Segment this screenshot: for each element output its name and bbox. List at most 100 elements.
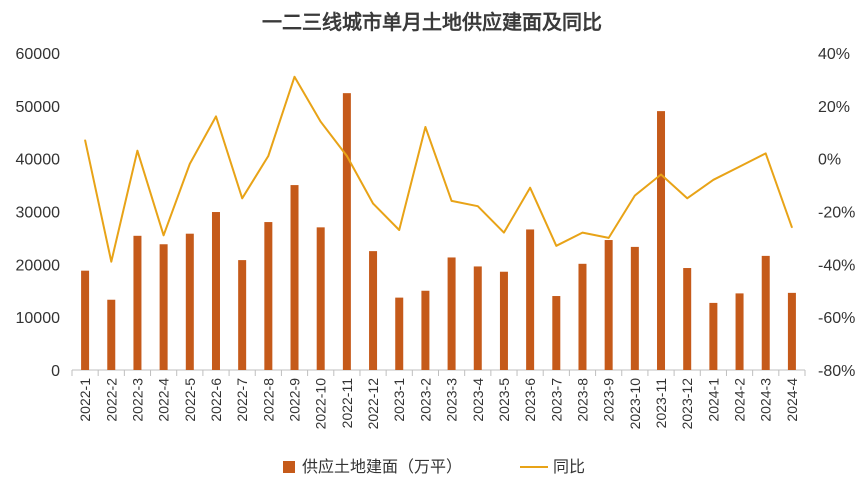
bar [290, 185, 299, 370]
line-point [241, 197, 243, 200]
bar [159, 244, 168, 370]
axes: 0 10000 20000 30000 40000 50000 60000 -80% -60% -… [16, 46, 856, 429]
x-tick-label: 2023-2 [417, 378, 433, 422]
y-left-tick-label: 50000 [16, 99, 61, 116]
y-right-tick-label: -40% [818, 257, 855, 274]
bar [107, 299, 116, 370]
y-left-tick-label: 60000 [16, 46, 61, 63]
x-tick-label: 2022-7 [234, 378, 250, 422]
bar [787, 292, 796, 370]
x-tick-label: 2023-6 [522, 378, 538, 422]
bar [342, 93, 351, 371]
y-right-tick-label: 20% [818, 99, 850, 116]
x-tick-label: 2024-1 [705, 378, 721, 422]
x-tick-label: 2024-2 [732, 378, 748, 422]
x-tick-label: 2022-6 [208, 378, 224, 422]
x-tick-label: 2022-4 [156, 378, 172, 422]
x-tick-label: 2022-8 [260, 378, 276, 422]
x-tick-label: 2023-4 [470, 378, 486, 422]
x-tick-label: 2022-1 [77, 378, 93, 422]
line-point [476, 205, 479, 208]
x-tick-label: 2024-3 [758, 378, 774, 422]
line-point [424, 126, 427, 128]
line-point [162, 234, 165, 237]
bar [473, 266, 482, 370]
line-point [555, 245, 558, 247]
x-tick-label: 2022-12 [365, 378, 381, 430]
x-tick-label: 2022-10 [313, 378, 329, 430]
y-left-tick-label: 20000 [16, 257, 61, 274]
chart-title: 一二三线城市单月土地供应建面及同比 [262, 10, 602, 34]
legend-bar-swatch [283, 461, 295, 473]
bar [133, 235, 142, 370]
bar [735, 293, 744, 370]
bar [578, 263, 587, 370]
y-left-tick-label: 40000 [16, 152, 61, 169]
x-tick-label: 2023-11 [653, 378, 669, 429]
line-point [712, 179, 715, 181]
y-right-tick-label: 40% [818, 46, 850, 63]
x-tick-label: 2023-7 [548, 378, 564, 422]
bar [657, 111, 666, 370]
line-point [791, 226, 793, 229]
line-point [319, 120, 322, 123]
line-point [738, 165, 741, 168]
y-left-tick-label: 30000 [16, 205, 61, 222]
x-tick-label: 2023-10 [627, 378, 643, 430]
bar [761, 255, 770, 370]
bar-series [81, 93, 796, 371]
bar [211, 212, 220, 370]
legend-line-label: 同比 [553, 457, 585, 476]
x-tick-label: 2023-1 [391, 378, 407, 422]
bar [264, 222, 273, 370]
line-point [529, 186, 531, 189]
bar [369, 251, 378, 370]
bar [395, 297, 404, 370]
line-point [503, 231, 505, 234]
y-left-tick-label: 10000 [16, 310, 61, 327]
y-left-tick-label: 0 [51, 363, 60, 380]
bar [447, 257, 456, 370]
bar [421, 290, 430, 370]
line-point [398, 229, 401, 231]
x-tick-label: 2022-2 [103, 378, 119, 422]
line-point [764, 152, 767, 155]
y-right-tick-label: -80% [818, 363, 855, 380]
x-tick-label: 2023-8 [574, 378, 590, 422]
line-point [607, 237, 610, 239]
line-point [581, 231, 584, 234]
x-tick-label: 2023-3 [444, 378, 460, 422]
line-point [686, 197, 688, 200]
y-right-tick-label: -60% [818, 310, 855, 327]
x-tick-label: 2023-12 [679, 378, 695, 430]
bar [526, 229, 535, 370]
bar [604, 240, 613, 370]
line-point [110, 260, 113, 263]
y-right-tick-label: -20% [818, 205, 855, 222]
line-point [634, 194, 636, 197]
bar [709, 302, 718, 370]
bar [552, 296, 561, 370]
bar [683, 268, 692, 370]
line-point [293, 75, 296, 78]
line-point [136, 149, 139, 152]
bar [81, 270, 90, 370]
line-point [267, 155, 270, 157]
legend: 供应土地建面（万平） 同比 [283, 457, 585, 476]
line-point [84, 139, 86, 141]
bar [238, 260, 247, 370]
line-point [215, 115, 217, 118]
y-right-tick-label: 0% [818, 152, 841, 169]
line-series [84, 75, 793, 263]
line-point [660, 173, 662, 176]
line-point [450, 200, 453, 202]
line-point [372, 202, 374, 205]
bar [630, 246, 639, 370]
x-tick-label: 2024-4 [784, 378, 800, 422]
line-point [189, 163, 191, 165]
line-point [346, 155, 348, 157]
x-tick-label: 2023-9 [601, 378, 617, 422]
bar [185, 233, 194, 370]
legend-bar-label: 供应土地建面（万平） [302, 457, 462, 476]
